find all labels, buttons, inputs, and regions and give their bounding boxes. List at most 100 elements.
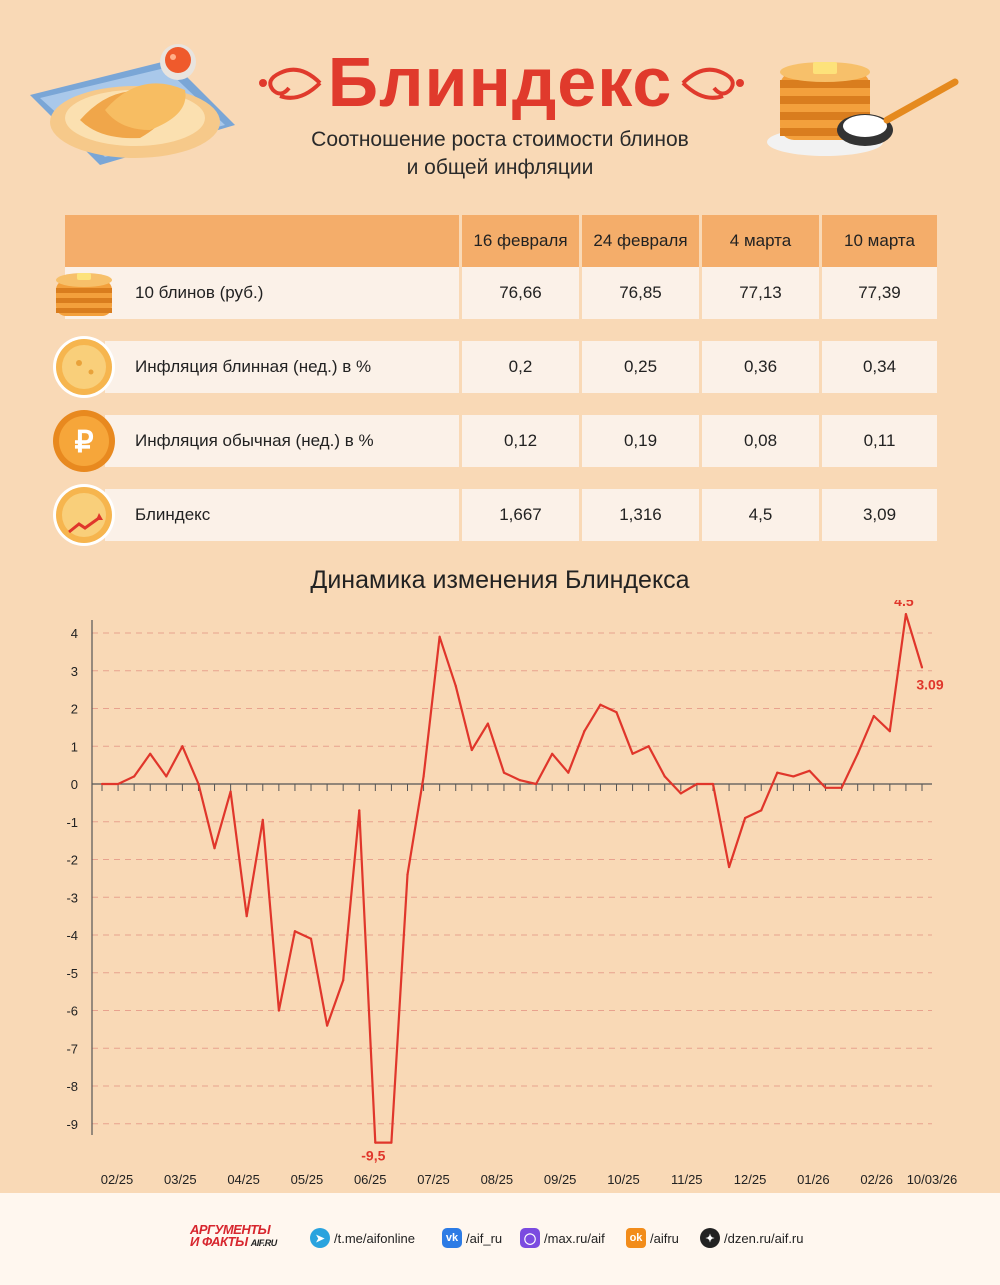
data-point xyxy=(824,786,827,789)
social-link-text: /aif_ru xyxy=(466,1230,503,1246)
table-cell: 76,85 xyxy=(582,267,699,319)
series-line xyxy=(102,613,924,1144)
data-point xyxy=(165,775,168,778)
x-tick-label: 03/25 xyxy=(164,1172,197,1187)
data-point xyxy=(840,786,843,789)
y-tick-label: 2 xyxy=(71,702,78,717)
data-point xyxy=(631,752,634,755)
table-row: Инфляция блинная (нед.) в % 0,2 0,25 0,3… xyxy=(53,336,937,398)
annotation-label: 3.09 xyxy=(916,676,943,692)
table-cell: 76,66 xyxy=(462,267,579,319)
x-tick-label: 09/25 xyxy=(544,1172,577,1187)
vk-icon: vk xyxy=(442,1228,462,1248)
table-cell: 0,34 xyxy=(822,341,937,393)
column-header: 24 февраля xyxy=(582,215,699,267)
data-point xyxy=(679,792,682,795)
social-link-text: /max.ru/aif xyxy=(544,1230,605,1246)
ruble-coin-icon: ₽ xyxy=(53,410,115,472)
table-row: Блиндекс 1,667 1,316 4,5 3,09 xyxy=(53,484,937,546)
subtitle-line-1: Соотношение роста стоимости блинов xyxy=(311,128,689,151)
social-link-vk[interactable]: vk /aif_ru xyxy=(442,1227,502,1249)
data-point xyxy=(663,775,666,778)
data-point xyxy=(856,752,859,755)
y-tick-label: 1 xyxy=(71,739,78,754)
table-cell: 77,39 xyxy=(822,267,937,319)
table-cell: 0,12 xyxy=(462,415,579,467)
pancake-stack-icon xyxy=(56,273,112,316)
column-header: 10 марта xyxy=(822,215,937,267)
social-link-text: /dzen.ru/aif.ru xyxy=(724,1230,804,1246)
ornament-right-icon xyxy=(681,67,744,100)
blindex-line-chart: 4 3 2 1 0 -1 -2 -3 -4 -5 -6 -7 -8 -9 02/25 03/25 04/25 05… xyxy=(66,600,957,1187)
x-tick-label: 02/26 xyxy=(860,1172,893,1187)
logo-line-2: И ФАКТЫ xyxy=(190,1234,248,1249)
data-point xyxy=(438,635,441,638)
data-point xyxy=(133,775,136,778)
data-point xyxy=(760,809,763,812)
data-point xyxy=(422,775,425,778)
y-tick-label: 4 xyxy=(71,626,78,641)
social-link-text: /aifru xyxy=(650,1230,679,1246)
svg-text:₽: ₽ xyxy=(74,426,93,459)
data-point xyxy=(229,790,232,793)
x-tick-label: 04/25 xyxy=(227,1172,260,1187)
data-point xyxy=(502,771,506,774)
data-point xyxy=(342,979,345,982)
data-point xyxy=(116,782,120,786)
social-link-telegram[interactable]: ➤ /t.me/aifonline xyxy=(310,1227,415,1249)
data-point xyxy=(277,1009,280,1012)
column-header: 4 марта xyxy=(702,215,819,267)
row-label: Инфляция обычная (нед.) в % xyxy=(105,415,459,467)
data-point xyxy=(518,779,522,782)
row-label: Блиндекс xyxy=(105,489,459,541)
x-tick-label: 02/25 xyxy=(101,1172,134,1187)
social-link-max[interactable]: ◯ /max.ru/aif xyxy=(520,1227,605,1249)
data-point xyxy=(888,730,891,733)
x-tick-label: 07/25 xyxy=(417,1172,450,1187)
row-label: Инфляция блинная (нед.) в % xyxy=(105,341,459,393)
table-cell: 0,25 xyxy=(582,341,699,393)
data-point xyxy=(567,771,570,774)
page-title: Блиндекс xyxy=(327,43,673,121)
y-tick-label: -6 xyxy=(66,1004,78,1019)
y-tick-label: -4 xyxy=(66,928,78,943)
table-header-blank xyxy=(65,215,459,267)
social-link-odnoklassniki[interactable]: ok /aifru xyxy=(626,1227,679,1249)
data-point xyxy=(904,613,908,616)
table-cell: 0,36 xyxy=(702,341,819,393)
data-point xyxy=(470,748,473,752)
data-point xyxy=(390,1141,393,1144)
data-point xyxy=(213,847,216,850)
x-tick-label: 10/25 xyxy=(607,1172,640,1187)
table-cell: 0,11 xyxy=(822,415,937,467)
aif-logo: АРГУМЕНТЫ И ФАКТЫ AIF.RU xyxy=(190,1222,300,1250)
data-point xyxy=(406,873,409,876)
y-tick-label: -8 xyxy=(66,1079,78,1094)
social-link-text: /t.me/aifonline xyxy=(334,1230,415,1246)
y-tick-label: -1 xyxy=(66,815,78,830)
logo-line-1: АРГУМЕНТЫ xyxy=(190,1222,271,1237)
x-tick-label: 05/25 xyxy=(291,1172,324,1187)
data-point xyxy=(727,865,731,869)
y-tick-label: -5 xyxy=(66,966,78,981)
table-cell: 1,667 xyxy=(462,489,579,541)
data-point xyxy=(245,915,248,918)
social-link-dzen[interactable]: ✦ /dzen.ru/aif.ru xyxy=(700,1227,804,1249)
table-cell: 3,09 xyxy=(822,489,937,541)
table-cell: 0,08 xyxy=(702,415,819,467)
table-row: 10 блинов (руб.) 76,66 76,85 77,13 77,39 xyxy=(56,267,937,319)
y-tick-label: 0 xyxy=(71,777,78,792)
x-tick-label: 08/25 xyxy=(481,1172,514,1187)
table-cell: 0,2 xyxy=(462,341,579,393)
data-point xyxy=(711,782,715,786)
data-point xyxy=(776,771,779,774)
data-point xyxy=(309,937,313,940)
data-point xyxy=(808,769,811,772)
odnoklassniki-icon: ok xyxy=(626,1228,646,1248)
y-tick-label: -9 xyxy=(66,1117,78,1132)
data-point xyxy=(261,818,264,821)
pancake-icon xyxy=(53,336,115,398)
dzen-icon: ✦ xyxy=(700,1228,720,1248)
table-row: Инфляция обычная (нед.) в % 0,12 0,19 0,… xyxy=(53,410,937,472)
subtitle-line-2: и общей инфляции xyxy=(406,156,594,179)
